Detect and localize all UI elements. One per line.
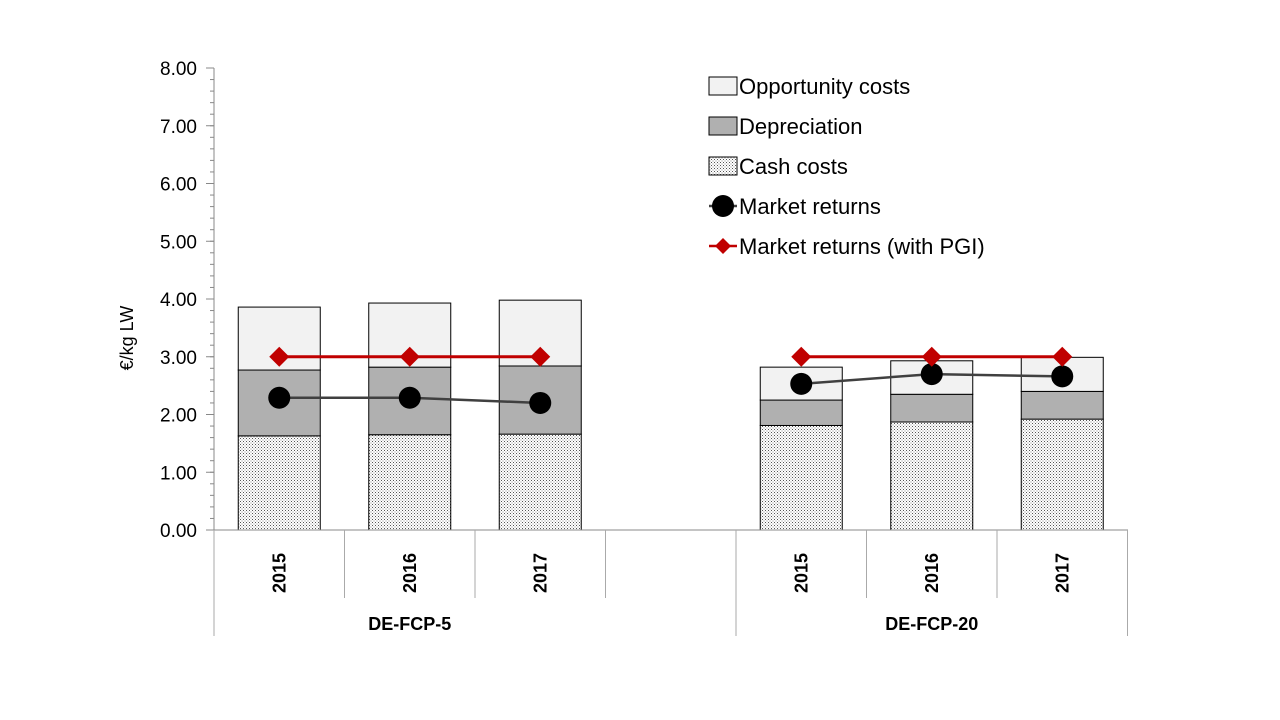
legend-label: Opportunity costs bbox=[739, 74, 910, 99]
bar-cash-costs bbox=[759, 424, 843, 531]
point-market-returns-with-pgi bbox=[791, 346, 812, 367]
legend-swatch-cash-costs bbox=[708, 156, 738, 176]
legend: Opportunity costs Depreciation Cash costs M… bbox=[708, 74, 985, 259]
bar-cash-costs bbox=[1020, 418, 1104, 531]
point-market-returns bbox=[920, 363, 943, 386]
point-market-returns bbox=[529, 391, 552, 414]
y-tick-label: 4.00 bbox=[160, 290, 197, 311]
y-tick-label: 2.00 bbox=[160, 406, 197, 427]
x-tick-label: 2016 bbox=[922, 553, 942, 593]
legend-swatch-opportunity-costs bbox=[708, 76, 738, 96]
point-market-returns bbox=[398, 386, 421, 409]
y-tick-label: 7.00 bbox=[160, 117, 197, 138]
point-market-returns-with-pgi bbox=[399, 346, 420, 367]
bar-depreciation bbox=[759, 399, 843, 426]
bar-cash-costs bbox=[498, 433, 582, 531]
point-market-returns-with-pgi bbox=[530, 346, 551, 367]
point-market-returns-with-pgi bbox=[921, 346, 942, 367]
y-tick-label: 3.00 bbox=[160, 348, 197, 369]
y-tick-label: 5.00 bbox=[160, 232, 197, 253]
legend-label: Market returns (with PGI) bbox=[739, 234, 985, 259]
point-market-returns bbox=[1051, 365, 1074, 388]
legend-label: Market returns bbox=[739, 194, 881, 219]
point-market-returns-with-pgi bbox=[1052, 346, 1073, 367]
y-tick-label: 8.00 bbox=[160, 59, 197, 80]
x-tick-label: 2015 bbox=[269, 553, 289, 593]
legend-label: Depreciation bbox=[739, 114, 863, 139]
bar-cash-costs bbox=[237, 435, 321, 531]
bar-cash-costs bbox=[368, 434, 452, 531]
y-axis-label: €/kg LW bbox=[117, 306, 137, 371]
group-label: DE-FCP-20 bbox=[885, 614, 978, 634]
point-market-returns bbox=[268, 386, 291, 409]
bar-depreciation bbox=[1020, 390, 1104, 420]
point-market-returns bbox=[790, 372, 813, 395]
x-tick-label: 2017 bbox=[530, 553, 550, 593]
x-tick-label: 2015 bbox=[791, 553, 811, 593]
legend-marker-market-returns-with-pgi bbox=[715, 238, 731, 254]
y-tick-label: 1.00 bbox=[160, 463, 197, 484]
bar-cash-costs bbox=[890, 421, 974, 531]
legend-swatch-depreciation bbox=[708, 116, 738, 136]
bar-depreciation bbox=[890, 393, 974, 423]
y-tick-label: 0.00 bbox=[160, 521, 197, 542]
y-tick-label: 6.00 bbox=[160, 175, 197, 196]
x-tick-label: 2016 bbox=[400, 553, 420, 593]
point-market-returns-with-pgi bbox=[269, 346, 290, 367]
group-label: DE-FCP-5 bbox=[368, 614, 451, 634]
legend-label: Cash costs bbox=[739, 154, 848, 179]
legend-marker-market-returns bbox=[712, 195, 734, 217]
x-tick-label: 2017 bbox=[1052, 553, 1072, 593]
